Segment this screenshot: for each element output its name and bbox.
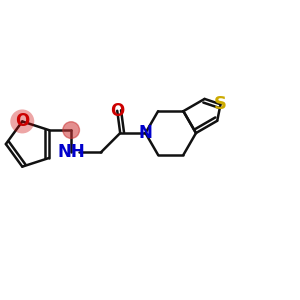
Circle shape xyxy=(63,122,80,138)
Text: O: O xyxy=(110,102,124,120)
Text: NH: NH xyxy=(57,143,85,161)
Text: S: S xyxy=(214,95,227,113)
Text: N: N xyxy=(139,124,152,142)
Text: O: O xyxy=(15,112,29,130)
